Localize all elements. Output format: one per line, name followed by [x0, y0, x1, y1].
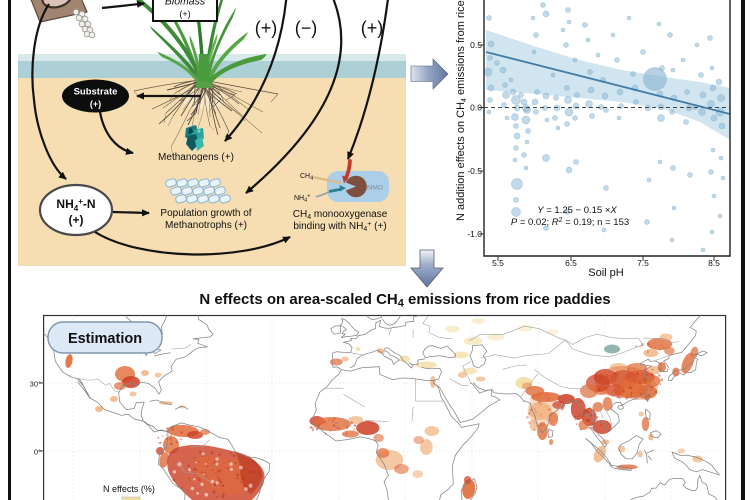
svg-text:Estimation: Estimation [68, 331, 142, 347]
svg-text:N addition effects on CH4 emis: N addition effects on CH4 emissions from… [455, 0, 468, 221]
svg-text:(+): (+) [179, 9, 190, 19]
svg-text:P = 0.02; R2 = 0.19; n = 153: P = 0.02; R2 = 0.19; n = 153 [511, 217, 629, 228]
svg-text:(+): (+) [90, 99, 101, 109]
svg-text:7.5: 7.5 [637, 258, 649, 268]
svg-text:Population growth of: Population growth of [160, 208, 251, 219]
svg-text:0.5: 0.5 [470, 40, 482, 50]
svg-text:CH4: CH4 [300, 173, 313, 182]
svg-text:(+): (+) [361, 18, 384, 38]
svg-text:(+): (+) [69, 213, 84, 227]
svg-text:Substrate: Substrate [74, 87, 118, 98]
svg-text:8.5: 8.5 [708, 258, 720, 268]
svg-text:NH4+-N: NH4+-N [56, 197, 95, 213]
svg-text:-0.5: -0.5 [467, 166, 482, 176]
svg-text:Methanogens (+): Methanogens (+) [158, 152, 234, 163]
svg-text:Methanotrophs (+): Methanotrophs (+) [165, 220, 247, 231]
svg-text:Y = 1.25 − 0.15 ×X: Y = 1.25 − 0.15 ×X [537, 205, 617, 216]
svg-text:6.5: 6.5 [565, 258, 577, 268]
svg-text:(−): (−) [295, 18, 318, 38]
svg-text:-1.0: -1.0 [467, 229, 482, 239]
svg-text:CH4 monooxygenase: CH4 monooxygenase [293, 209, 388, 221]
svg-text:NH4+: NH4+ [294, 194, 310, 204]
svg-text:Soil pH: Soil pH [588, 267, 624, 279]
svg-text:5.5: 5.5 [492, 258, 504, 268]
svg-text:(+): (+) [255, 18, 278, 38]
svg-text:binding with NH4+ (+): binding with NH4+ (+) [293, 221, 386, 233]
svg-text:Biomass: Biomass [165, 0, 206, 8]
svg-text:MMO: MMO [367, 185, 383, 192]
svg-text:30°: 30° [30, 380, 41, 389]
svg-text:N effects (%): N effects (%) [103, 484, 155, 494]
svg-text:0°: 0° [34, 448, 41, 457]
svg-text:0.0: 0.0 [470, 103, 482, 113]
svg-text:N effects on area-scaled CH4 e: N effects on area-scaled CH4 emissions f… [199, 291, 610, 310]
